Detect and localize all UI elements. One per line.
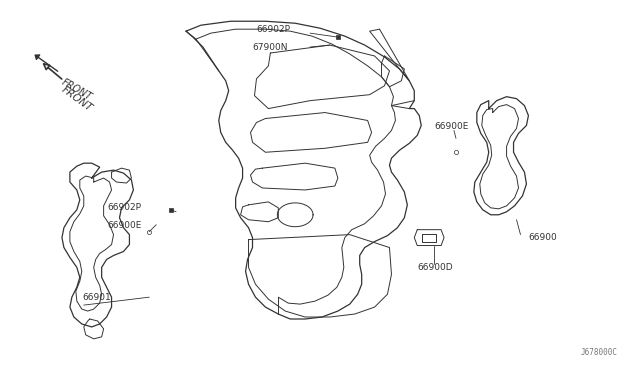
Text: 66900E: 66900E: [434, 122, 468, 131]
Text: 67900N: 67900N: [253, 42, 288, 52]
Text: FRONT: FRONT: [60, 85, 95, 114]
Text: 66902P: 66902P: [108, 203, 141, 212]
Text: J678000C: J678000C: [580, 348, 618, 357]
Text: 66900D: 66900D: [417, 263, 453, 272]
Text: 66901: 66901: [83, 293, 111, 302]
Text: 66902P: 66902P: [256, 25, 290, 34]
Text: 66900E: 66900E: [107, 221, 141, 230]
Text: FRONT: FRONT: [60, 77, 93, 102]
Text: 66900: 66900: [529, 233, 557, 242]
